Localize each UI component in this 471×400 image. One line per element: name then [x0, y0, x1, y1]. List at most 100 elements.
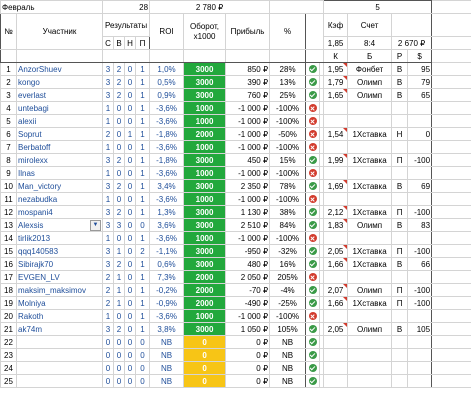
result-v[interactable]: 1 [113, 270, 126, 284]
status-cell[interactable] [305, 101, 321, 115]
row-number[interactable]: 4 [0, 101, 17, 115]
profit-value[interactable]: -490 ₽ [225, 296, 271, 310]
result-letter[interactable]: В [391, 75, 409, 89]
winnings-value[interactable] [407, 374, 433, 388]
result-n[interactable]: 0 [124, 374, 137, 388]
winnings-value[interactable]: 105 [407, 322, 433, 336]
status-cell[interactable] [305, 205, 321, 219]
trailing-cell[interactable] [431, 205, 471, 219]
result-p[interactable]: 2 [135, 244, 151, 258]
result-p[interactable]: 1 [135, 322, 151, 336]
status-cell[interactable] [305, 75, 321, 89]
result-p[interactable]: 1 [135, 114, 151, 128]
result-letter[interactable]: П [391, 296, 409, 310]
result-n[interactable]: 0 [124, 322, 137, 336]
score-value[interactable] [347, 309, 393, 323]
status-cell[interactable] [305, 140, 321, 154]
status-cell[interactable] [305, 374, 321, 388]
score-value[interactable] [347, 140, 393, 154]
result-n[interactable]: 0 [124, 348, 137, 362]
turnover-value[interactable]: 0 [183, 335, 227, 349]
roi-value[interactable]: -0,9% [149, 296, 185, 310]
participant-name[interactable]: Molniya [15, 296, 104, 310]
row-number[interactable]: 13 [0, 218, 17, 232]
result-v[interactable]: 0 [113, 374, 126, 388]
kef-value[interactable]: 1,66 [323, 296, 349, 310]
status-cell[interactable] [305, 88, 321, 102]
result-letter[interactable]: В [391, 62, 409, 76]
participant-name[interactable]: AnzorShuev [15, 62, 104, 76]
result-n[interactable]: 0 [124, 244, 137, 258]
kef-value[interactable]: 1,83 [323, 218, 349, 232]
score-value[interactable] [347, 101, 393, 115]
participant-name[interactable]: EVGEN_LV [15, 270, 104, 284]
profit-value[interactable]: 0 ₽ [225, 374, 271, 388]
turnover-value[interactable]: 2000 [183, 127, 227, 141]
row-number[interactable]: 15 [0, 244, 17, 258]
roi-value[interactable]: NB [149, 348, 185, 362]
result-n[interactable]: 0 [124, 153, 137, 167]
roi-value[interactable]: -1,8% [149, 153, 185, 167]
result-letter[interactable]: П [391, 153, 409, 167]
result-v[interactable]: 2 [113, 153, 126, 167]
percent-value[interactable]: 15% [269, 153, 307, 167]
profit-value[interactable]: 0 ₽ [225, 348, 271, 362]
kef-value[interactable] [323, 361, 349, 375]
percent-value[interactable]: -50% [269, 127, 307, 141]
trailing-cell[interactable] [431, 179, 471, 193]
participant-name[interactable]: Alexsis ▼ [15, 218, 104, 232]
row-number[interactable]: 6 [0, 127, 17, 141]
empty-cell[interactable] [269, 0, 325, 14]
kef-value[interactable]: 2,12 [323, 205, 349, 219]
status-cell[interactable] [305, 296, 321, 310]
percent-value[interactable]: -4% [269, 283, 307, 297]
result-letter[interactable] [391, 192, 409, 206]
kef-value[interactable] [323, 166, 349, 180]
roi-value[interactable]: -0,2% [149, 283, 185, 297]
result-s[interactable]: 1 [102, 192, 115, 206]
percent-value[interactable]: 205% [269, 270, 307, 284]
kef-value[interactable] [323, 270, 349, 284]
kef-value[interactable] [323, 101, 349, 115]
kef-value[interactable] [323, 114, 349, 128]
percent-value[interactable]: -100% [269, 101, 307, 115]
result-v[interactable]: 0 [113, 231, 126, 245]
result-s[interactable]: 3 [102, 88, 115, 102]
turnover-value[interactable]: 3000 [183, 257, 227, 271]
row-number[interactable]: 10 [0, 179, 17, 193]
status-cell[interactable] [305, 283, 321, 297]
participant-name[interactable]: maksim_maksimov [15, 283, 104, 297]
roi-value[interactable]: NB [149, 335, 185, 349]
winnings-value[interactable]: -100 [407, 296, 433, 310]
kef-value[interactable] [323, 231, 349, 245]
row-number[interactable]: 7 [0, 140, 17, 154]
trailing-cell[interactable] [431, 88, 471, 102]
kef-value[interactable] [323, 348, 349, 362]
result-letter[interactable] [391, 231, 409, 245]
row-number[interactable]: 23 [0, 348, 17, 362]
result-letter[interactable]: Н [391, 127, 409, 141]
profit-value[interactable]: 0 ₽ [225, 335, 271, 349]
percent-value[interactable]: 105% [269, 322, 307, 336]
roi-value[interactable]: 3,6% [149, 218, 185, 232]
result-v[interactable]: 3 [113, 218, 126, 232]
result-s[interactable]: 1 [102, 166, 115, 180]
result-v[interactable]: 0 [113, 127, 126, 141]
profit-value[interactable]: 480 ₽ [225, 257, 271, 271]
percent-value[interactable]: 25% [269, 88, 307, 102]
profit-value[interactable]: 2 350 ₽ [225, 179, 271, 193]
result-p[interactable]: 1 [135, 88, 151, 102]
winnings-value[interactable] [407, 335, 433, 349]
result-v[interactable]: 0 [113, 335, 126, 349]
result-letter[interactable]: П [391, 283, 409, 297]
participant-name[interactable]: Soprut [15, 127, 104, 141]
score-value[interactable]: 1Хставка [347, 179, 393, 193]
result-n[interactable]: 0 [124, 257, 137, 271]
result-v[interactable]: 0 [113, 166, 126, 180]
status-cell[interactable] [305, 322, 321, 336]
trailing-cell[interactable] [431, 101, 471, 115]
result-p[interactable]: 1 [135, 101, 151, 115]
trailing-cell[interactable] [431, 296, 471, 310]
result-n[interactable]: 0 [124, 309, 137, 323]
result-n[interactable]: 0 [124, 296, 137, 310]
